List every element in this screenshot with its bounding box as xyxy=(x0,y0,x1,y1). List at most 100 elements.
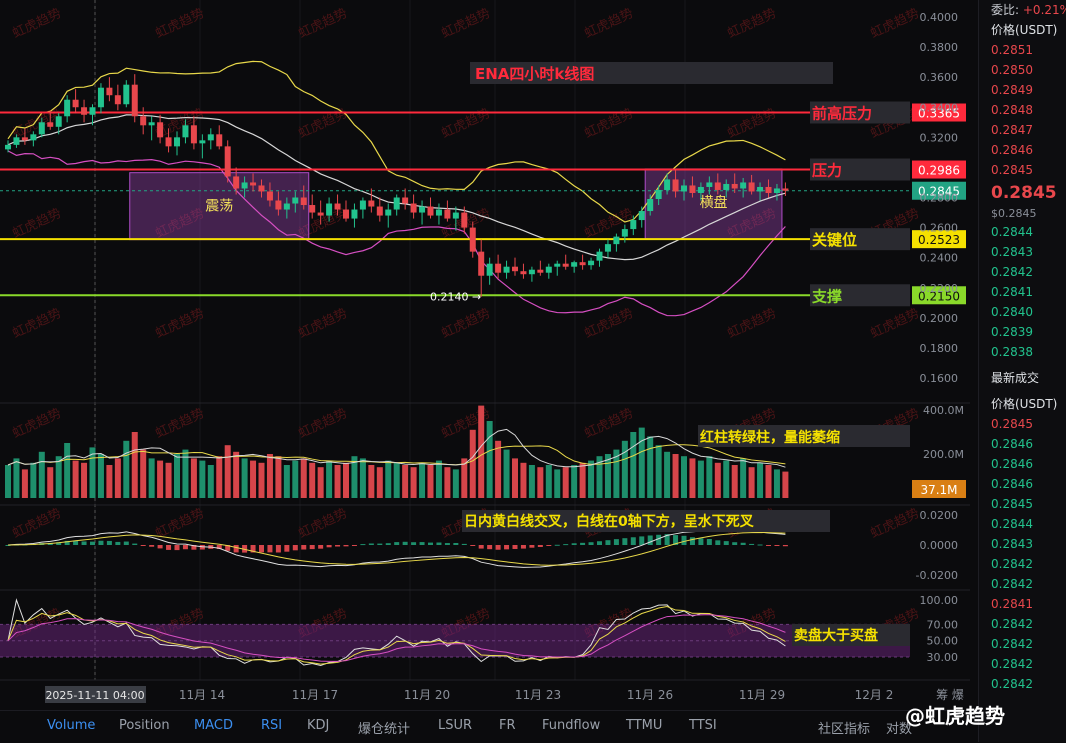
bid-price-row[interactable]: 0.2844 xyxy=(991,225,1033,239)
bid-price-row[interactable]: 0.2842 xyxy=(991,265,1033,279)
volume-bar xyxy=(689,458,696,498)
candle-body xyxy=(478,251,485,276)
indicator-tab[interactable]: TTSI xyxy=(689,718,717,733)
watermark-text: 虹虎趋势 xyxy=(868,305,922,341)
volume-bar xyxy=(81,462,88,498)
candle-body xyxy=(190,125,197,144)
volume-bar xyxy=(30,462,37,498)
macd-histogram-bar xyxy=(368,543,374,545)
last-price-usd: $0.2845 xyxy=(991,207,1037,220)
watermark-text: 虹虎趋势 xyxy=(10,5,64,41)
volume-bar xyxy=(503,449,510,498)
watermark-text: 虹虎趋势 xyxy=(296,405,350,441)
volume-bar xyxy=(258,462,265,498)
time-axis-tick: 11月 29 xyxy=(739,688,785,702)
watermark-text: 虹虎趋势 xyxy=(296,305,350,341)
ask-price-row[interactable]: 0.2851 xyxy=(991,43,1033,57)
indicator-tab[interactable]: MACD xyxy=(194,718,233,733)
ask-price-row[interactable]: 0.2846 xyxy=(991,143,1033,157)
indicator-tab[interactable]: Fundflow xyxy=(542,718,601,733)
ask-price-row[interactable]: 0.2849 xyxy=(991,83,1033,97)
macd-histogram-bar xyxy=(90,541,95,545)
macd-histogram-bar xyxy=(630,537,636,545)
candle-body xyxy=(81,107,88,115)
indicator-tab[interactable]: 社区指标 xyxy=(818,722,871,737)
candle-body xyxy=(444,209,451,219)
watermark-text: 虹虎趋势 xyxy=(296,5,350,41)
candle-body xyxy=(114,95,121,105)
candle-body xyxy=(427,206,434,216)
price-axis-tick: 0.3200 xyxy=(920,131,959,144)
title-box xyxy=(470,62,833,84)
volume-bar xyxy=(571,465,578,498)
bid-price-row[interactable]: 0.2843 xyxy=(991,245,1033,259)
candle-body xyxy=(317,212,324,216)
watermark-text: 虹虎趋势 xyxy=(10,205,64,241)
current-price-value: 0.2845 xyxy=(918,185,960,199)
volume-bar xyxy=(106,465,113,498)
ask-price-row[interactable]: 0.2850 xyxy=(991,63,1033,77)
level-label-box xyxy=(810,158,910,181)
watermark-text: 虹虎趋势 xyxy=(10,405,64,441)
ask-price-row[interactable]: 0.2845 xyxy=(991,163,1033,177)
bid-price-row[interactable]: 0.2840 xyxy=(991,305,1033,319)
candle-body xyxy=(89,107,96,115)
candle-body xyxy=(131,84,138,117)
macd-dif-line xyxy=(7,529,786,568)
candle-body xyxy=(588,260,595,266)
macd-histogram-bar xyxy=(233,545,239,553)
indicator-tab[interactable]: TTMU xyxy=(626,718,663,733)
indicator-tab[interactable]: KDJ xyxy=(307,718,330,733)
level-label: 压力 xyxy=(812,162,842,180)
bid-price-row[interactable]: 0.2838 xyxy=(991,345,1033,359)
volume-bar xyxy=(495,440,502,498)
macd-histogram-bar xyxy=(5,545,11,546)
volume-bar xyxy=(554,469,561,498)
candle-body xyxy=(216,134,223,147)
candle-body xyxy=(106,87,113,96)
macd-histogram-bar xyxy=(166,545,172,550)
candle-body xyxy=(486,263,493,276)
indicator-tab[interactable]: Volume xyxy=(47,718,96,733)
volume-bar xyxy=(782,471,789,498)
macd-histogram-bar xyxy=(757,544,763,546)
bid-price-row[interactable]: 0.2841 xyxy=(991,285,1033,299)
ask-price-row[interactable]: 0.2847 xyxy=(991,123,1033,137)
price-axis-tick: 0.1600 xyxy=(920,372,959,385)
macd-histogram-bar xyxy=(64,540,70,545)
volume-bar xyxy=(21,469,28,498)
volume-bar xyxy=(148,458,155,498)
macd-histogram-bar xyxy=(537,545,543,548)
ask-price-row[interactable]: 0.2848 xyxy=(991,103,1033,117)
indicator-tab[interactable]: LSUR xyxy=(438,718,473,733)
volume-bar xyxy=(452,469,459,498)
volume-bar xyxy=(748,467,755,498)
indicator-tab[interactable]: RSI xyxy=(261,718,283,733)
volume-bar xyxy=(174,454,180,498)
candle-body xyxy=(613,236,620,245)
trade-price-row: 0.2845 xyxy=(991,497,1033,511)
bid-price-row[interactable]: 0.2839 xyxy=(991,325,1033,339)
volume-bar xyxy=(427,465,434,498)
price-axis-tick: 0.2000 xyxy=(920,312,959,325)
level-price-value: 0.2523 xyxy=(918,233,960,247)
volume-bar xyxy=(89,447,96,498)
candle-body xyxy=(545,266,552,273)
candle-body xyxy=(554,263,561,267)
rsi-note: 卖盘大于买盘 xyxy=(794,627,878,644)
indicator-tab[interactable]: 爆仓统计 xyxy=(358,722,411,737)
macd-histogram-bar xyxy=(292,545,298,551)
candle-body xyxy=(537,269,544,273)
macd-histogram-bar xyxy=(546,545,552,546)
macd-histogram-bar xyxy=(123,541,129,545)
level-label: 关键位 xyxy=(812,231,857,249)
indicator-tab[interactable]: Position xyxy=(119,718,170,733)
volume-bar xyxy=(740,458,747,498)
candle-body xyxy=(148,122,155,126)
indicator-tab[interactable]: 对数 xyxy=(886,722,913,737)
indicator-tab[interactable]: FR xyxy=(499,718,516,733)
candle-body xyxy=(55,116,62,127)
volume-bar xyxy=(292,460,299,498)
candle-body xyxy=(283,203,290,210)
